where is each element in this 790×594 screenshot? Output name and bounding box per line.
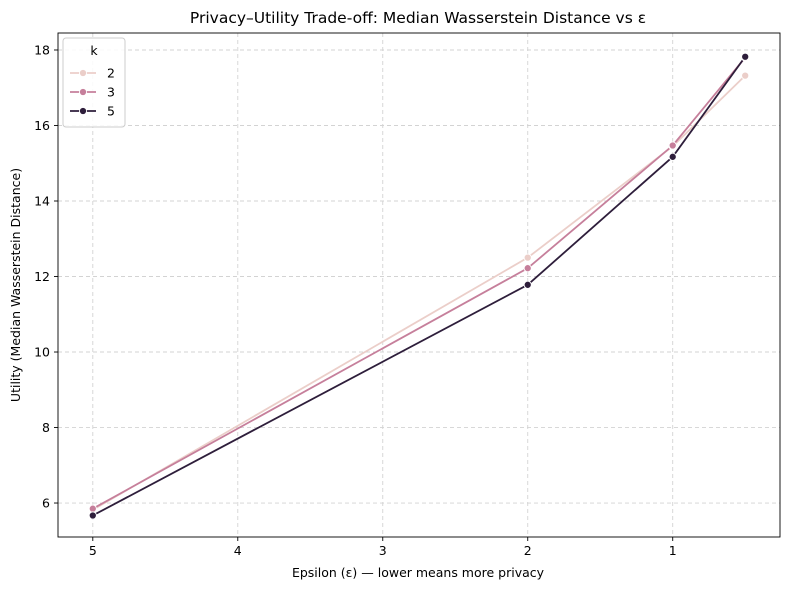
legend-frame [62, 37, 126, 128]
y-tick-label: 14 [34, 194, 50, 209]
y-tick-label: 6 [42, 496, 50, 511]
y-tick-label: 10 [34, 345, 50, 360]
data-point-k5 [88, 511, 97, 520]
x-tick-label: 3 [379, 543, 387, 558]
x-tick-label: 2 [524, 543, 532, 558]
series-line-k2 [92, 75, 746, 511]
chart-title: Privacy–Utility Trade-off: Median Wasser… [190, 9, 646, 27]
x-axis-label: Epsilon (ε) — lower means more privacy [292, 565, 545, 580]
data-point-k2 [741, 71, 750, 80]
series-lines [92, 56, 746, 517]
x-axis-ticks: 5 4 3 2 1 [89, 537, 677, 558]
grid [58, 33, 780, 537]
series-line-k3 [92, 56, 746, 510]
legend-label-k5: 5 [107, 104, 115, 119]
data-point-k5 [523, 280, 532, 289]
y-tick-label: 18 [34, 42, 50, 57]
series-markers [88, 52, 750, 520]
y-tick-label: 12 [34, 269, 50, 284]
series-line-k5 [92, 56, 746, 517]
legend-marker-k2 [78, 68, 88, 78]
y-tick-label: 16 [34, 118, 50, 133]
legend-items: 2 3 5 [70, 66, 115, 119]
legend: k 2 3 5 [62, 37, 126, 128]
legend-marker-k3 [78, 87, 88, 97]
legend-label-k3: 3 [107, 85, 115, 100]
x-tick-label: 1 [669, 543, 677, 558]
data-point-k5 [741, 52, 750, 61]
plot-area-frame [57, 32, 781, 538]
x-tick-label: 4 [234, 543, 242, 558]
data-point-k2 [523, 253, 532, 262]
y-axis-label: Utility (Median Wasserstein Distance) [8, 168, 23, 402]
legend-label-k2: 2 [107, 66, 115, 81]
data-point-k3 [523, 264, 532, 273]
y-tick-label: 8 [42, 420, 50, 435]
legend-title: k [90, 43, 98, 58]
y-axis-ticks: 6 8 10 12 14 16 18 [34, 42, 58, 511]
x-tick-label: 5 [89, 543, 97, 558]
data-point-k3 [88, 504, 97, 513]
data-point-k3 [668, 141, 677, 150]
legend-marker-k5 [78, 106, 88, 116]
data-point-k5 [668, 152, 677, 161]
